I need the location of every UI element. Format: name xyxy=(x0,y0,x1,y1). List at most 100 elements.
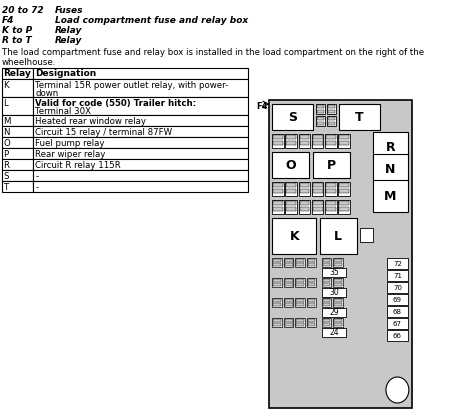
Text: M: M xyxy=(384,190,397,203)
Bar xyxy=(2,126,33,137)
Bar xyxy=(333,278,343,287)
Bar xyxy=(387,282,408,293)
Bar xyxy=(334,259,342,262)
Text: The load compartment fuse and relay box is installed in the load compartment on : The load compartment fuse and relay box … xyxy=(2,48,424,67)
Bar xyxy=(2,170,33,181)
Bar xyxy=(272,134,284,148)
Bar xyxy=(387,258,408,269)
Bar xyxy=(334,319,342,322)
Bar xyxy=(295,298,305,307)
Bar xyxy=(322,323,330,326)
Bar xyxy=(322,318,331,327)
Bar xyxy=(307,258,316,267)
Text: R: R xyxy=(3,161,9,170)
Bar xyxy=(272,152,310,178)
Bar xyxy=(295,278,305,287)
Bar xyxy=(339,135,349,139)
Bar xyxy=(286,183,296,187)
Bar xyxy=(308,259,316,262)
Text: 35: 35 xyxy=(329,268,339,277)
Text: -: - xyxy=(35,172,38,181)
Bar xyxy=(299,134,310,148)
Bar xyxy=(300,183,310,187)
Text: T: T xyxy=(3,183,9,192)
Bar xyxy=(333,318,343,327)
Bar xyxy=(339,201,349,205)
Bar xyxy=(307,298,316,307)
Text: Relay: Relay xyxy=(55,26,82,35)
Bar xyxy=(326,183,336,187)
Bar xyxy=(273,135,283,139)
Bar xyxy=(284,283,292,286)
Bar xyxy=(300,201,310,205)
Bar xyxy=(313,183,322,187)
Text: S: S xyxy=(3,172,9,181)
Bar xyxy=(312,182,323,196)
Bar xyxy=(295,258,305,267)
Bar xyxy=(313,207,322,211)
Bar xyxy=(322,268,346,277)
Bar xyxy=(322,308,346,317)
Bar xyxy=(2,79,33,97)
Text: -: - xyxy=(35,183,38,192)
Text: Heated rear window relay: Heated rear window relay xyxy=(35,117,146,126)
Text: Terminal 15R power outlet relay, with power-: Terminal 15R power outlet relay, with po… xyxy=(35,81,228,90)
Text: L: L xyxy=(334,229,342,242)
Bar xyxy=(334,279,342,282)
Circle shape xyxy=(386,377,409,403)
Bar xyxy=(284,279,292,282)
Bar xyxy=(285,134,297,148)
Bar xyxy=(273,303,281,306)
Bar xyxy=(300,207,310,211)
Bar xyxy=(313,189,322,193)
Bar xyxy=(273,263,281,266)
Bar xyxy=(322,263,330,266)
Bar xyxy=(33,97,248,115)
Text: O: O xyxy=(285,159,296,171)
Bar xyxy=(286,201,296,205)
Bar xyxy=(339,189,349,193)
Bar xyxy=(308,323,316,326)
Bar xyxy=(333,258,343,267)
Text: F4: F4 xyxy=(2,16,14,25)
Bar xyxy=(296,303,304,306)
Bar xyxy=(328,117,335,120)
Bar xyxy=(33,159,248,170)
Text: Relay: Relay xyxy=(55,36,82,45)
Bar xyxy=(317,122,324,125)
Bar xyxy=(300,141,310,145)
Bar xyxy=(286,207,296,211)
Bar xyxy=(284,323,292,326)
Bar xyxy=(387,270,408,281)
Text: K: K xyxy=(3,81,9,90)
Bar xyxy=(339,141,349,145)
Bar xyxy=(334,323,342,326)
Bar xyxy=(286,141,296,145)
Bar xyxy=(334,283,342,286)
Bar xyxy=(328,122,335,125)
Bar xyxy=(272,218,316,254)
Bar xyxy=(33,115,248,126)
Bar xyxy=(339,104,380,130)
Text: Circuit R relay 115R: Circuit R relay 115R xyxy=(35,161,121,170)
Bar xyxy=(322,299,330,302)
Bar xyxy=(317,105,324,108)
Text: down: down xyxy=(35,88,58,98)
Bar xyxy=(33,126,248,137)
Bar xyxy=(296,283,304,286)
Text: 20 to 72: 20 to 72 xyxy=(2,6,44,15)
Bar xyxy=(296,259,304,262)
Bar xyxy=(334,303,342,306)
Bar xyxy=(2,137,33,148)
Text: 69: 69 xyxy=(393,296,402,303)
Bar xyxy=(296,263,304,266)
Text: Load compartment fuse and relay box: Load compartment fuse and relay box xyxy=(55,16,248,25)
Text: O: O xyxy=(3,139,10,148)
Bar xyxy=(326,141,336,145)
Bar xyxy=(33,68,248,79)
Text: K: K xyxy=(290,229,299,242)
Text: N: N xyxy=(385,163,395,176)
Text: N: N xyxy=(3,128,10,137)
Bar xyxy=(339,207,349,211)
Bar xyxy=(2,68,33,79)
